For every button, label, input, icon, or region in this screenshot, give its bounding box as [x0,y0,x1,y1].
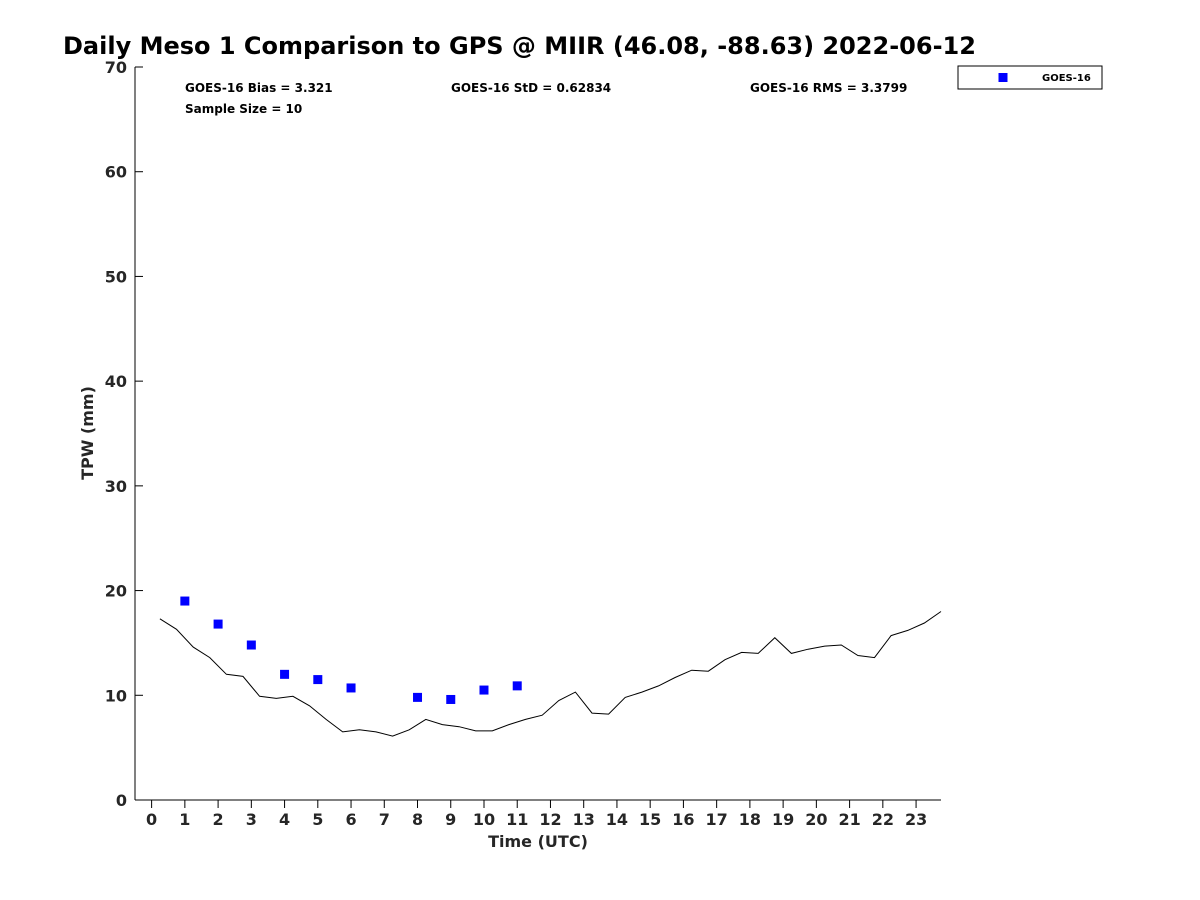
series-layer [159,596,942,737]
x-tick-label: 18 [739,810,761,829]
x-tick-label: 17 [706,810,728,829]
x-tick-label: 5 [312,810,323,829]
legend-marker [998,73,1008,82]
goes16-point [479,685,489,695]
goes16-point [413,692,423,702]
x-tick-label: 1 [179,810,190,829]
x-tick-label: 0 [146,810,157,829]
x-axis: 0 1 2 3 4 5 6 7 8 9 10 11 12 13 14 15 16 17 18 19 20 21 22 23 [146,800,927,829]
x-tick-label: 2 [213,810,224,829]
y-tick-label: 70 [105,58,127,77]
x-tick-label: 6 [345,810,356,829]
x-tick-label: 4 [279,810,290,829]
goes16-point [213,619,223,629]
x-tick-label: 12 [539,810,561,829]
goes16-point [346,683,356,693]
y-axis: 0 10 20 30 40 50 60 70 [105,58,143,810]
plot-area [134,67,941,801]
legend-box [957,65,1103,90]
goes16-point [313,675,323,685]
x-tick-label: 13 [573,810,595,829]
bias-stat: GOES-16 Bias = 3.321 [185,81,333,95]
y-tick-label: 30 [105,477,127,496]
x-tick-label: 23 [905,810,927,829]
x-axis-label: Time (UTC) [488,832,588,851]
x-tick-label: 3 [246,810,257,829]
x-tick-label: 19 [772,810,794,829]
y-tick-label: 60 [105,163,127,182]
y-tick-label: 50 [105,267,127,286]
chart-title: Daily Meso 1 Comparison to GPS @ MIIR (4… [63,32,976,60]
x-tick-label: 16 [672,810,694,829]
rms-stat: GOES-16 RMS = 3.3799 [750,81,907,95]
y-tick-label: 0 [116,791,127,810]
goes16-point [246,640,256,650]
x-tick-label: 14 [606,810,628,829]
legend-label: GOES-16 [1042,73,1091,84]
goes16-point [512,681,522,691]
y-tick-label: 20 [105,582,127,601]
x-tick-label: 11 [506,810,528,829]
x-tick-label: 9 [445,810,456,829]
x-tick-label: 7 [379,810,390,829]
x-tick-label: 10 [473,810,495,829]
goes16-point [280,669,290,679]
x-tick-label: 15 [639,810,661,829]
x-tick-label: 20 [805,810,827,829]
std-stat: GOES-16 StD = 0.62834 [451,81,611,95]
y-tick-label: 40 [105,372,127,391]
gps-tpw-line [159,611,942,737]
y-tick-label: 10 [105,686,127,705]
goes16-point [180,596,190,606]
goes16-point [446,694,456,704]
y-axis-label: TPW (mm) [78,386,97,480]
x-tick-label: 8 [412,810,423,829]
legend: GOES-16 [957,65,1103,90]
sample-size-stat: Sample Size = 10 [185,102,302,116]
x-tick-label: 21 [838,810,860,829]
x-tick-label: 22 [872,810,894,829]
